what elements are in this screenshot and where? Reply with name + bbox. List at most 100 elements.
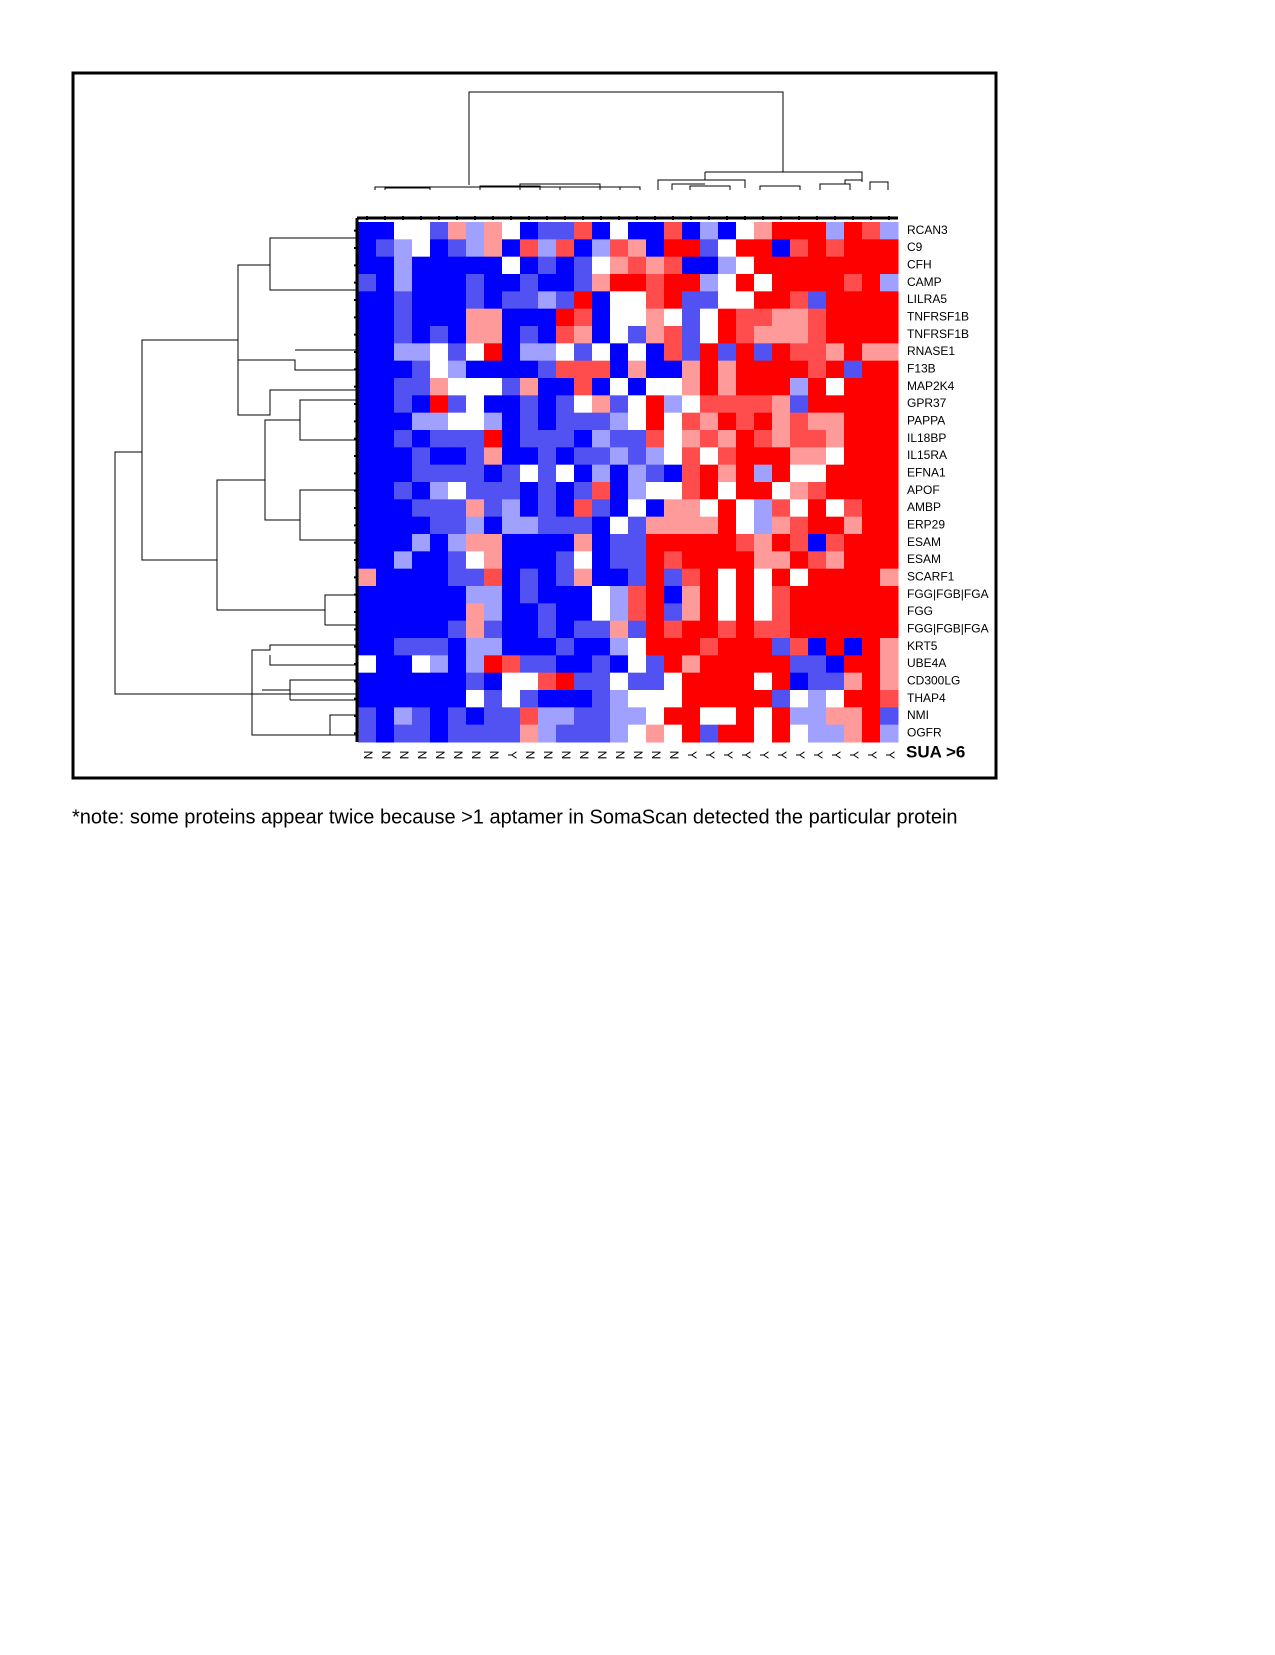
- cell: [502, 482, 521, 500]
- cell: [736, 378, 755, 396]
- cell: [682, 638, 701, 656]
- cell: [556, 395, 575, 414]
- cell: [646, 655, 665, 674]
- cell: [466, 586, 485, 604]
- cell: [826, 655, 845, 674]
- cell: [448, 707, 467, 726]
- cell: [628, 603, 647, 622]
- cell: [700, 603, 719, 622]
- cell: [754, 638, 773, 656]
- cell: [736, 360, 755, 379]
- cell: [826, 222, 845, 240]
- cell: [466, 412, 485, 431]
- cell: [484, 464, 503, 483]
- cell: [628, 638, 647, 656]
- cell: [808, 551, 827, 570]
- cell: [700, 256, 719, 275]
- cell: [664, 256, 683, 275]
- column-dendrogram: [374, 91, 889, 190]
- cell: [808, 274, 827, 292]
- cell: [862, 534, 881, 552]
- cell: [592, 516, 611, 535]
- cell: [448, 395, 467, 414]
- cell: [646, 343, 665, 362]
- cell: [862, 291, 881, 310]
- cell: [718, 638, 737, 656]
- cell: [412, 395, 431, 414]
- cell: [448, 222, 467, 240]
- cell: [448, 672, 467, 691]
- cell: [394, 690, 413, 708]
- cell: [790, 707, 809, 726]
- cell: [754, 586, 773, 604]
- cell: [520, 516, 539, 535]
- cell: [538, 482, 557, 500]
- cell: [412, 690, 431, 708]
- cell: [808, 395, 827, 414]
- cell: [466, 534, 485, 552]
- cell: [394, 447, 413, 466]
- cell: [754, 378, 773, 396]
- column-label: Y: [703, 751, 717, 759]
- cell: [556, 326, 575, 344]
- cell: [610, 430, 629, 448]
- cell: [772, 655, 791, 674]
- cell: [592, 222, 611, 240]
- cell: [880, 620, 899, 639]
- cell: [808, 499, 827, 518]
- cell: [430, 326, 449, 344]
- cell: [808, 603, 827, 622]
- cell: [844, 430, 863, 448]
- cell: [502, 534, 521, 552]
- cell: [808, 343, 827, 362]
- cell: [538, 499, 557, 518]
- cell: [754, 464, 773, 483]
- cell: [646, 568, 665, 587]
- cell: [556, 603, 575, 622]
- cell: [394, 378, 413, 396]
- cell: [412, 430, 431, 448]
- cell: [754, 447, 773, 466]
- cell: [826, 378, 845, 396]
- cell: [502, 551, 521, 570]
- cell: [358, 482, 377, 500]
- cell: [736, 690, 755, 708]
- cell: [376, 620, 395, 639]
- cell: [394, 586, 413, 604]
- cell: [646, 638, 665, 656]
- cell: [790, 464, 809, 483]
- cell: [376, 499, 395, 518]
- cell: [754, 724, 773, 743]
- cell: [466, 291, 485, 310]
- cell: [592, 274, 611, 292]
- cell: [520, 638, 539, 656]
- cell: [448, 551, 467, 570]
- cell: [556, 638, 575, 656]
- cell: [682, 707, 701, 726]
- row-label: NMI: [907, 708, 929, 722]
- cell: [682, 620, 701, 639]
- cell: [394, 516, 413, 535]
- cell: [628, 724, 647, 743]
- cell: [394, 672, 413, 691]
- cell: [466, 274, 485, 292]
- cell: [538, 447, 557, 466]
- column-label: Y: [775, 751, 789, 759]
- cell: [358, 291, 377, 310]
- cell: [628, 360, 647, 379]
- cell: [448, 586, 467, 604]
- cell: [484, 222, 503, 240]
- cell: [430, 378, 449, 396]
- cell: [772, 586, 791, 604]
- cell: [790, 586, 809, 604]
- cell: [412, 378, 431, 396]
- cell: [484, 534, 503, 552]
- cell: [556, 534, 575, 552]
- cell: [790, 291, 809, 310]
- cell: [754, 499, 773, 518]
- cell: [394, 274, 413, 292]
- cell: [718, 291, 737, 310]
- cell: [538, 672, 557, 691]
- cell: [466, 308, 485, 327]
- cell: [808, 378, 827, 396]
